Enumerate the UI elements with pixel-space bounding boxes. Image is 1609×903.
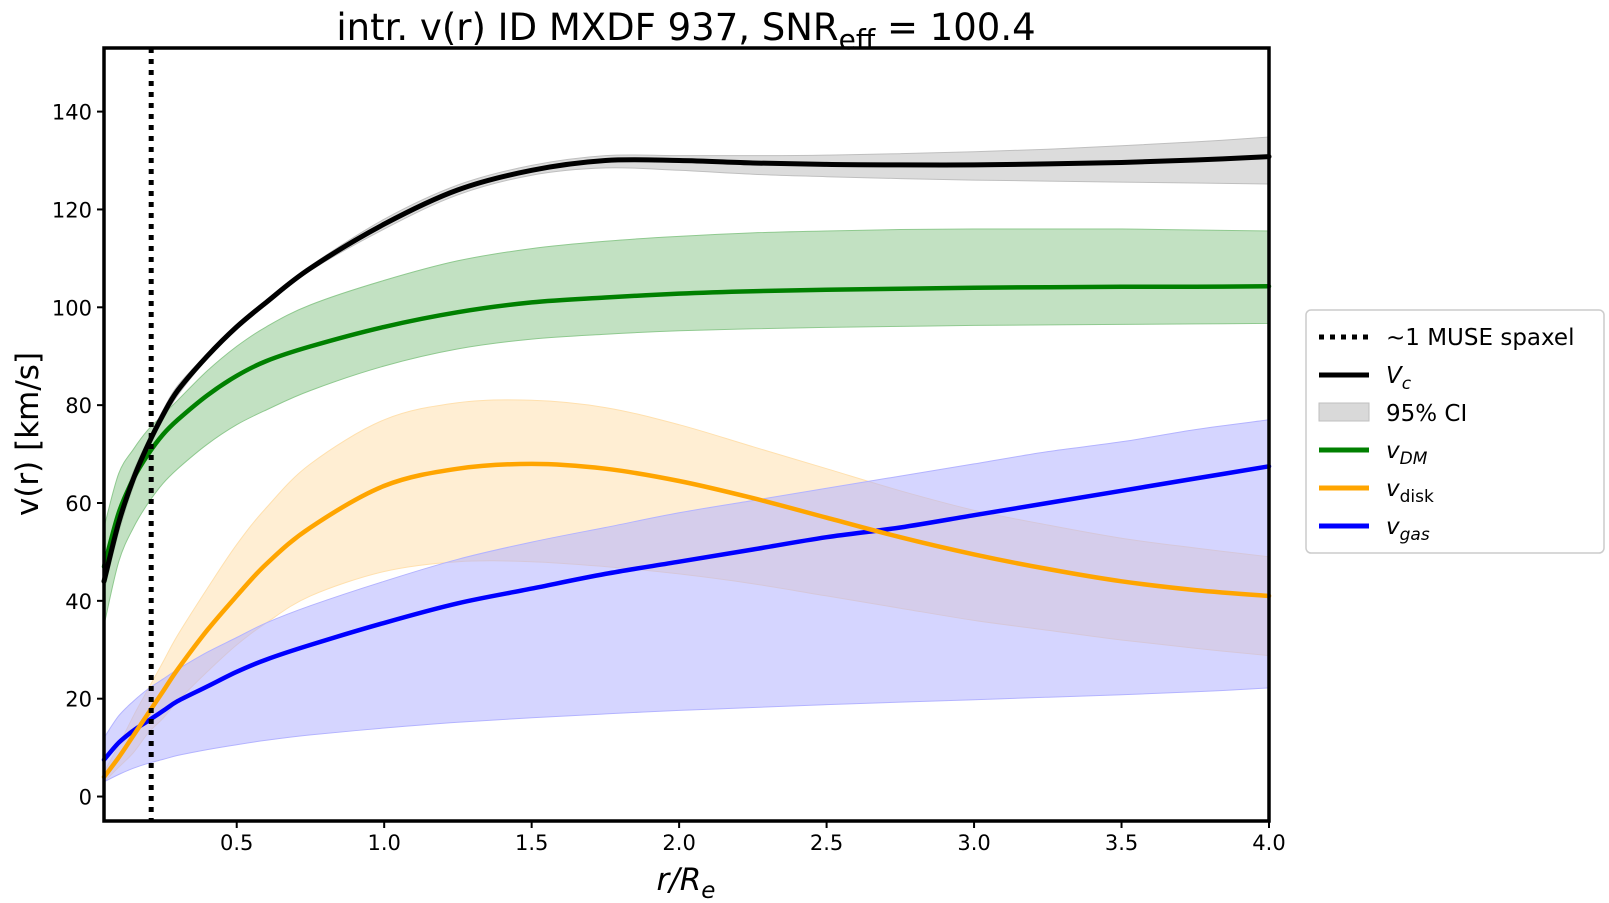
y-tick-label: 40 xyxy=(65,590,92,614)
legend-label-vc: Vc xyxy=(1386,363,1412,394)
legend: ~1 MUSE spaxel Vc 95% CI vDM vdisk vgas xyxy=(1305,309,1605,554)
legend-label-ci: 95% CI xyxy=(1386,401,1467,427)
x-tick-label: 0.5 xyxy=(220,831,253,855)
line-v-c xyxy=(101,154,1272,584)
x-tick-label: 2.5 xyxy=(810,831,843,855)
x-tick-label: 2.0 xyxy=(662,831,695,855)
x-tick-label: 3.5 xyxy=(1105,831,1138,855)
y-tick-label: 0 xyxy=(79,786,92,810)
x-axis-label: r/Re xyxy=(657,862,716,903)
legend-label-muse: ~1 MUSE spaxel xyxy=(1386,325,1574,351)
legend-box xyxy=(1305,309,1605,554)
x-axis-ticks: 0.5 1.0 1.5 2.0 2.5 3.0 3.5 4.0 xyxy=(220,821,1286,855)
x-tick-label: 1.0 xyxy=(367,831,400,855)
line-v-dm xyxy=(101,284,1272,569)
x-tick-label: 4.0 xyxy=(1252,831,1285,855)
y-axis-label: v(r) [km/s] xyxy=(10,352,46,516)
y-tick-label: 100 xyxy=(52,296,92,320)
x-tick-label: 3.0 xyxy=(957,831,990,855)
y-tick-label: 140 xyxy=(52,101,92,125)
line-v-gas xyxy=(101,464,1272,763)
legend-ci-swatch xyxy=(1318,402,1370,422)
line-v-disk xyxy=(101,461,1272,780)
legend-label-vdisk: vdisk xyxy=(1386,476,1434,507)
y-tick-label: 80 xyxy=(65,394,92,418)
chart-title: intr. v(r) ID MXDF 937, SNReff = 100.4 xyxy=(336,6,1035,56)
legend-label-vgas: vgas xyxy=(1386,514,1430,545)
y-tick-label: 20 xyxy=(65,688,92,712)
x-tick-label: 1.5 xyxy=(515,831,548,855)
legend-label-vdm: vDM xyxy=(1386,438,1428,469)
y-axis-ticks: 0 20 40 60 80 100 120 140 xyxy=(52,101,104,810)
y-tick-label: 60 xyxy=(65,492,92,516)
y-tick-label: 120 xyxy=(52,198,92,222)
plot-frame xyxy=(102,46,1271,823)
velocity-curves xyxy=(101,154,1272,780)
confidence-bands xyxy=(103,136,1270,784)
